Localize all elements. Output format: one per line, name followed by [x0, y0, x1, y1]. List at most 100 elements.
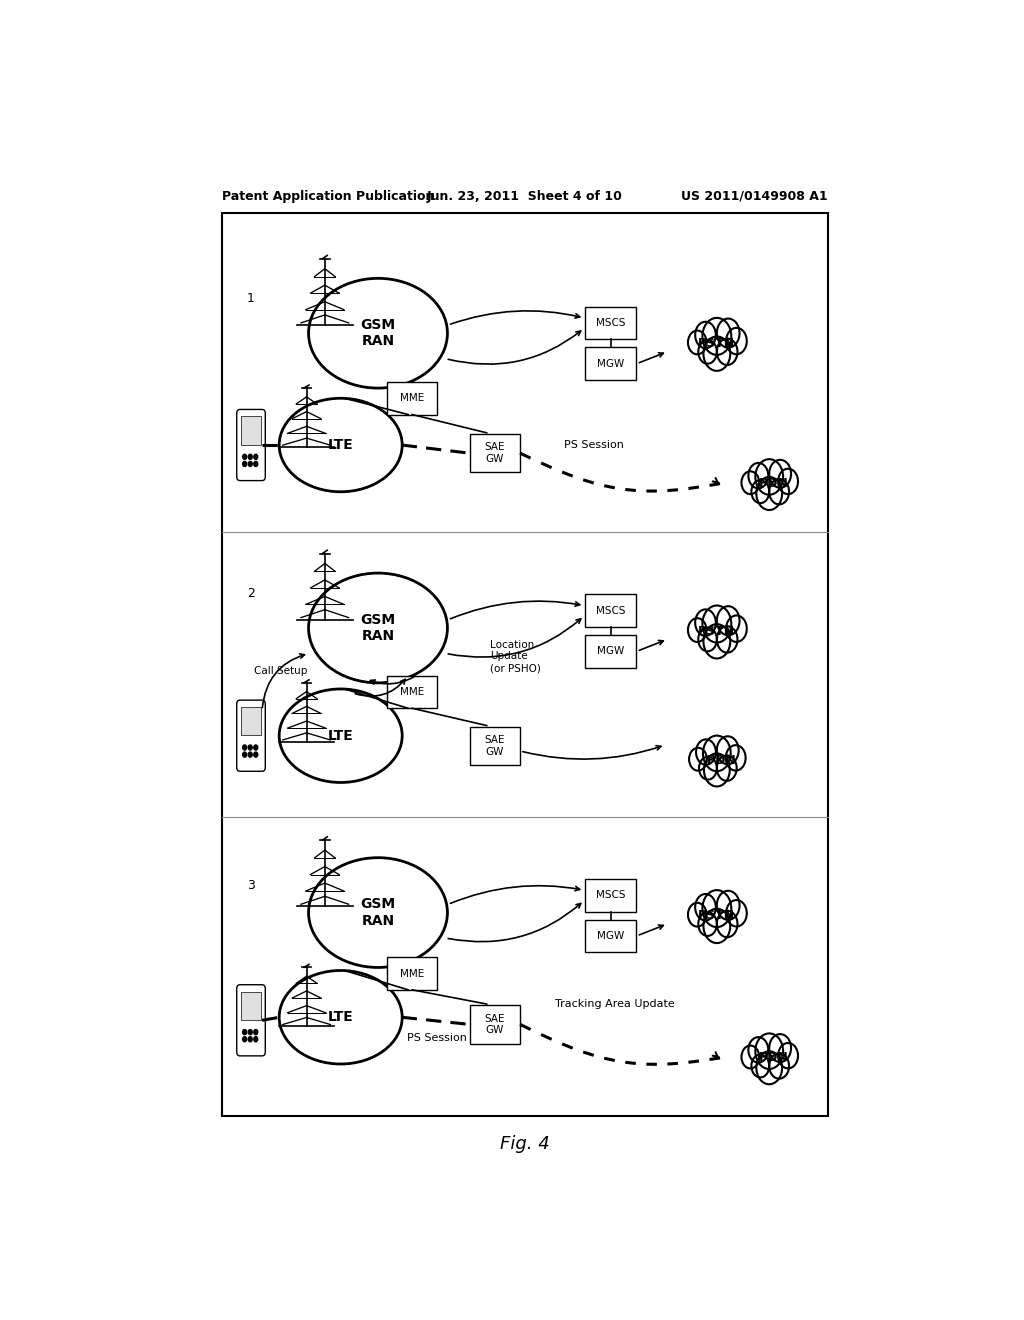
Circle shape: [703, 337, 730, 371]
FancyBboxPatch shape: [470, 1005, 519, 1044]
Circle shape: [698, 627, 717, 651]
Text: MSCS: MSCS: [596, 890, 626, 900]
Circle shape: [769, 479, 790, 504]
Circle shape: [254, 744, 258, 750]
FancyBboxPatch shape: [470, 434, 519, 473]
Text: PDN: PDN: [759, 477, 788, 490]
Circle shape: [717, 755, 736, 781]
Circle shape: [696, 739, 716, 764]
Circle shape: [703, 908, 730, 942]
Text: US 2011/0149908 A1: US 2011/0149908 A1: [681, 190, 828, 202]
FancyBboxPatch shape: [585, 347, 636, 380]
Circle shape: [243, 1030, 247, 1035]
Text: GSM
RAN: GSM RAN: [360, 318, 395, 348]
Circle shape: [717, 911, 737, 937]
Text: GSM
RAN: GSM RAN: [360, 612, 395, 643]
Circle shape: [243, 1036, 247, 1041]
FancyBboxPatch shape: [585, 879, 636, 912]
Text: PDN: PDN: [759, 1052, 788, 1064]
FancyBboxPatch shape: [470, 726, 519, 766]
Circle shape: [717, 606, 739, 635]
Circle shape: [233, 863, 268, 907]
Circle shape: [243, 462, 247, 466]
Circle shape: [689, 747, 707, 771]
Ellipse shape: [308, 279, 447, 388]
Circle shape: [717, 737, 738, 764]
FancyBboxPatch shape: [237, 409, 265, 480]
FancyBboxPatch shape: [585, 306, 636, 339]
Circle shape: [248, 744, 252, 750]
Circle shape: [726, 900, 746, 927]
Circle shape: [717, 339, 737, 366]
Circle shape: [778, 1043, 798, 1068]
FancyBboxPatch shape: [237, 985, 265, 1056]
Text: MSCS: MSCS: [596, 318, 626, 329]
Circle shape: [752, 1055, 769, 1077]
Text: Tracking Area Update: Tracking Area Update: [555, 999, 675, 1008]
Text: PSTN: PSTN: [698, 909, 735, 923]
Ellipse shape: [280, 399, 402, 492]
FancyBboxPatch shape: [387, 676, 437, 709]
Circle shape: [757, 1051, 782, 1084]
Circle shape: [756, 459, 783, 495]
Circle shape: [778, 469, 798, 494]
Circle shape: [726, 746, 745, 771]
Text: PS Session: PS Session: [408, 1032, 467, 1043]
Text: 3: 3: [247, 879, 255, 891]
FancyBboxPatch shape: [237, 700, 265, 771]
Text: Patent Application Publication: Patent Application Publication: [221, 190, 434, 202]
Circle shape: [695, 894, 716, 920]
FancyBboxPatch shape: [221, 214, 828, 1115]
FancyBboxPatch shape: [387, 381, 437, 414]
Circle shape: [702, 606, 731, 643]
FancyBboxPatch shape: [242, 708, 260, 735]
Circle shape: [717, 891, 739, 920]
Circle shape: [254, 1030, 258, 1035]
Text: PSTN: PSTN: [698, 337, 735, 350]
Circle shape: [248, 462, 252, 466]
Circle shape: [248, 1030, 252, 1035]
FancyBboxPatch shape: [585, 920, 636, 952]
Text: SAE
GW: SAE GW: [484, 442, 505, 463]
Circle shape: [703, 754, 730, 787]
FancyBboxPatch shape: [387, 957, 437, 990]
Text: Jun. 23, 2011  Sheet 4 of 10: Jun. 23, 2011 Sheet 4 of 10: [427, 190, 623, 202]
Text: MGW: MGW: [597, 359, 625, 368]
Circle shape: [769, 459, 792, 488]
Text: LTE: LTE: [328, 729, 353, 743]
Circle shape: [741, 471, 760, 494]
Circle shape: [688, 330, 707, 354]
Circle shape: [703, 624, 730, 659]
FancyBboxPatch shape: [242, 991, 260, 1020]
Circle shape: [243, 744, 247, 750]
Circle shape: [702, 735, 731, 771]
Text: MME: MME: [400, 686, 424, 697]
Text: PDN: PDN: [707, 754, 736, 767]
Circle shape: [698, 341, 717, 364]
Text: MME: MME: [400, 393, 424, 404]
Circle shape: [254, 454, 258, 459]
Circle shape: [695, 610, 716, 636]
Text: SAE
GW: SAE GW: [484, 735, 505, 756]
Circle shape: [717, 318, 739, 347]
Circle shape: [248, 454, 252, 459]
FancyBboxPatch shape: [585, 635, 636, 668]
Text: MME: MME: [400, 969, 424, 978]
Text: Location
Update
(or PSHO): Location Update (or PSHO): [489, 640, 541, 673]
Circle shape: [702, 318, 731, 355]
Text: MGW: MGW: [597, 647, 625, 656]
Text: Fig. 4: Fig. 4: [500, 1135, 550, 1154]
Circle shape: [717, 626, 737, 652]
FancyBboxPatch shape: [242, 416, 260, 445]
Text: PSTN: PSTN: [698, 624, 735, 638]
Circle shape: [254, 1036, 258, 1041]
Circle shape: [749, 463, 768, 488]
Circle shape: [243, 454, 247, 459]
Circle shape: [248, 752, 252, 758]
Ellipse shape: [308, 858, 447, 968]
Text: Call Setup: Call Setup: [255, 665, 308, 676]
FancyBboxPatch shape: [585, 594, 636, 627]
Ellipse shape: [280, 689, 402, 783]
Circle shape: [248, 1036, 252, 1041]
Circle shape: [752, 480, 769, 503]
